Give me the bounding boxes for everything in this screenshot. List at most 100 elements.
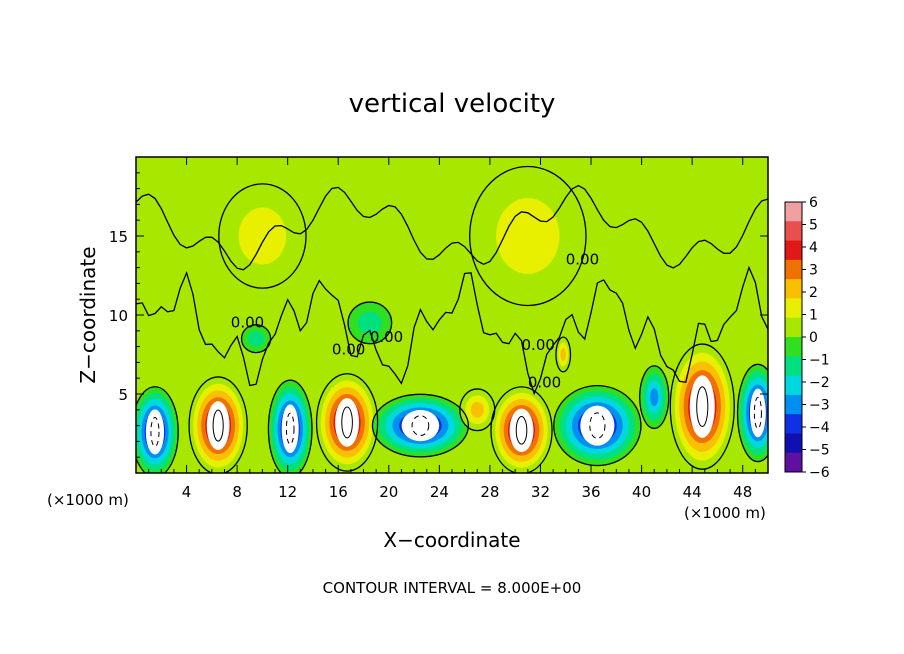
cell-level — [248, 331, 265, 347]
cell-core-contour — [212, 409, 224, 442]
zero-contour — [267, 379, 313, 473]
zero-contour — [136, 386, 179, 473]
colorbar-tick-label: −1 — [809, 353, 830, 369]
contour-label: 0.00 — [528, 374, 561, 392]
plot-area: 0.00 0.00 0.00 0.00 0.00 0.00 — [135, 156, 769, 474]
cell-core-contour — [696, 386, 709, 428]
colorbar-tick-label: −3 — [809, 398, 830, 414]
cell-core — [335, 398, 360, 447]
velocity-cell — [241, 324, 271, 353]
colorbar-tick-label: −2 — [809, 375, 830, 391]
y-axis-ticks: 5 10 15 — [109, 172, 768, 458]
cell-core — [206, 401, 230, 450]
cell-core — [749, 388, 766, 438]
x-tick-label: 32 — [531, 483, 550, 501]
x-unit-label-left: (×1000 m) — [47, 491, 129, 509]
x-tick-label: 4 — [182, 483, 192, 501]
y-tick-label: 15 — [109, 228, 128, 246]
x-axis-ticks: 4 8 12 16 20 24 28 32 36 40 44 48 — [148, 157, 756, 501]
cell-core-contour — [753, 396, 762, 429]
zero-contour — [459, 388, 496, 432]
velocity-cell — [459, 388, 495, 431]
cell-core-contour — [589, 412, 606, 439]
zero-contour — [188, 376, 248, 473]
colorbar-swatch — [785, 375, 802, 396]
velocity-cell — [555, 337, 571, 372]
contour-label: 0.00 — [566, 250, 599, 268]
velocity-cell — [553, 385, 641, 466]
colorbar-swatch — [785, 394, 802, 415]
cell-level — [470, 401, 484, 418]
colorbar-tick-label: 5 — [809, 218, 818, 234]
colorbar-tick-label: −5 — [809, 443, 830, 459]
cell-core — [281, 404, 299, 454]
colorbar-swatch — [785, 452, 802, 473]
colorbar-swatch — [785, 317, 802, 338]
cell-core-contour — [150, 417, 160, 447]
x-tick-label: 48 — [733, 483, 752, 501]
velocity-cell — [348, 302, 392, 344]
zero-contour — [736, 363, 768, 463]
velocity-cell — [189, 376, 248, 473]
cell-level — [650, 388, 659, 407]
zero-contour — [371, 393, 470, 458]
y-tick-label: 5 — [118, 386, 128, 404]
x-tick-label: 44 — [683, 483, 702, 501]
cell-core — [145, 409, 165, 455]
colorbar-swatch — [785, 259, 802, 280]
colorbar-swatch — [785, 414, 802, 434]
zero-contour — [490, 386, 553, 473]
cell-level — [238, 207, 287, 265]
colorbar-swatch — [785, 279, 802, 299]
zero-contour — [347, 301, 393, 345]
colorbar-tick-label: 1 — [809, 308, 818, 324]
colorbar-swatch — [785, 221, 802, 242]
colorbar-tick-label: 6 — [809, 195, 818, 211]
zero-contour — [218, 183, 307, 289]
colorbar-swatch — [785, 337, 802, 357]
velocity-cells — [136, 166, 768, 473]
contour-label: 0.00 — [332, 341, 365, 359]
cell-core — [509, 408, 534, 453]
zero-contour — [240, 324, 272, 354]
colorbar-tick-label: −6 — [809, 465, 830, 481]
x-tick-label: 16 — [329, 483, 348, 501]
velocity-cell — [268, 380, 313, 473]
contour-label: 0.00 — [522, 336, 555, 354]
zero-contour — [315, 373, 379, 472]
colorbar-swatch — [785, 240, 802, 261]
cell-level — [496, 198, 560, 274]
velocity-cell — [316, 373, 378, 472]
cell-core — [689, 375, 715, 438]
colorbar-tick-label: 4 — [809, 240, 818, 256]
velocity-cell — [491, 386, 553, 473]
colorbar-tick-label: −4 — [809, 420, 830, 436]
colorbar-tick-label: 0 — [809, 330, 818, 346]
colorbar: 6 5 4 3 2 1 0 −1 −2 −3 −4 −5 −6 — [784, 195, 830, 481]
x-tick-label: 24 — [430, 483, 449, 501]
colorbar-tick-label: 2 — [809, 285, 818, 301]
velocity-cell — [737, 364, 768, 462]
contour-label: 0.00 — [231, 314, 264, 332]
velocity-cell — [670, 344, 735, 470]
x-tick-label: 20 — [379, 483, 398, 501]
velocity-cell — [469, 166, 586, 306]
x-tick-label: 40 — [632, 483, 651, 501]
velocity-cell — [218, 183, 307, 289]
cell-core-contour — [515, 416, 528, 445]
colorbar-swatch — [785, 202, 802, 222]
zero-contour — [639, 365, 670, 430]
y-axis-label: Z−coordinate — [76, 246, 100, 383]
y-tick-label: 10 — [109, 307, 128, 325]
cell-core-contour — [341, 406, 353, 439]
x-tick-label: 36 — [581, 483, 600, 501]
colorbar-swatch — [785, 298, 802, 319]
cell-core-contour — [411, 415, 430, 437]
velocity-cell — [136, 386, 179, 473]
x-axis-label: X−coordinate — [383, 528, 520, 552]
zero-contour — [553, 384, 642, 467]
zero-contour — [555, 336, 572, 373]
x-tick-label: 8 — [232, 483, 242, 501]
cell-core-contour — [285, 412, 295, 445]
